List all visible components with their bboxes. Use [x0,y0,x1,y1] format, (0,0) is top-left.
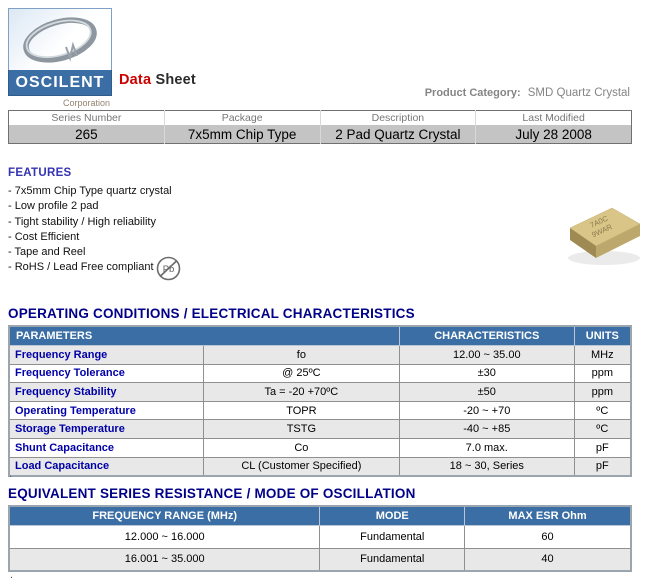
crystal-chip-image: 7A0C 9WAR [556,198,644,275]
esr-table: FREQUENCY RANGE (MHz) MODE MAX ESR Ohm 1… [8,505,632,572]
logo-wordmark: OSCILENT [8,70,112,96]
param-condition: TOPR [202,400,400,421]
feature-item: - RoHS / Lead Free compliant [8,261,154,274]
summary-value-row: 265 7x5mm Chip Type 2 Pad Quartz Crystal… [8,125,632,144]
company-logo: OSCILENT Corporation [8,8,112,108]
electrical-row: Frequency Stability Ta = -20 +70ºC ±50 p… [8,382,632,402]
param-label: Frequency Range [8,345,204,365]
electrical-row: Load Capacitance CL (Customer Specified)… [8,456,632,477]
electrical-header-characteristics: CHARACTERISTICS [398,325,575,346]
summary-value-last-modified: July 28 2008 [475,125,632,144]
param-label: Shunt Capacitance [8,437,204,458]
electrical-row: Shunt Capacitance Co 7.0 max. pF [8,437,632,458]
esr-header-mode: MODE [319,505,466,526]
electrical-table: PARAMETERS CHARACTERISTICS UNITS Frequen… [8,325,632,478]
summary-table: Series Number Package Description Last M… [8,110,632,144]
param-value: 12.00 ~ 35.00 [398,345,575,365]
param-value: 7.0 max. [398,437,575,458]
summary-header-last-modified: Last Modified [522,112,585,124]
esr-header-max-esr: MAX ESR Ohm [464,505,632,526]
summary-value-package: 7x5mm Chip Type [164,125,321,144]
features-section: FEATURES - 7x5mm Chip Type quartz crysta… [8,167,181,281]
lead-free-pb-icon: Pb [155,255,182,287]
param-unit: MHz [573,345,632,365]
electrical-row: Storage Temperature TSTG -40 ~ +85 ºC [8,419,632,439]
param-value: -40 ~ +85 [398,419,575,439]
features-list: - 7x5mm Chip Type quartz crystal - Low p… [8,185,172,277]
param-value: ±30 [398,363,575,384]
param-label: Storage Temperature [8,419,204,439]
esr-frequency-range: 12.000 ~ 16.000 [8,525,321,549]
feature-item: - Low profile 2 pad [8,200,99,213]
esr-section-heading: EQUIVALENT SERIES RESISTANCE / MODE OF O… [8,486,416,501]
param-condition: @ 25ºC [202,363,400,384]
param-condition: Co [202,437,400,458]
stray-period: . [9,468,13,480]
logo-swirl-icon [8,8,112,70]
summary-header-series-number: Series Number [8,110,165,125]
param-condition: fo [202,345,400,365]
esr-header-row: FREQUENCY RANGE (MHz) MODE MAX ESR Ohm [8,505,632,526]
param-value: 18 ~ 30, Series [398,456,575,477]
electrical-row: Operating Temperature TOPR -20 ~ +70 ºC [8,400,632,421]
product-category-label: Product Category: [424,87,521,99]
esr-header-frequency-range: FREQUENCY RANGE (MHz) [8,505,321,526]
electrical-row: Frequency Tolerance @ 25ºC ±30 ppm [8,363,632,384]
param-label: Frequency Tolerance [8,363,204,384]
feature-item: - Tight stability / High reliability [8,215,156,228]
param-label: Load Capacitance [8,456,204,477]
param-label: Operating Temperature [8,400,204,421]
logo-corporation: Corporation [62,98,110,108]
esr-max-value: 40 [464,547,632,572]
esr-mode: Fundamental [319,525,466,549]
product-category-value: SMD Quartz Crystal [527,87,630,99]
title-word-data: Data [119,72,152,88]
param-label: Frequency Stability [8,382,204,402]
electrical-header-row: PARAMETERS CHARACTERISTICS UNITS [8,325,632,346]
summary-value-description: 2 Pad Quartz Crystal [320,125,477,144]
param-condition: CL (Customer Specified) [202,456,400,477]
esr-row: 12.000 ~ 16.000 Fundamental 60 [8,525,632,549]
esr-row: 16.001 ~ 35.000 Fundamental 40 [8,547,632,572]
page-title: Data Sheet [119,72,196,88]
feature-item: - 7x5mm Chip Type quartz crystal [8,185,172,197]
summary-value-series-number: 265 [8,125,165,144]
param-value: ±50 [398,382,575,402]
param-condition: TSTG [202,419,400,439]
features-heading: FEATURES [8,167,72,179]
param-value: -20 ~ +70 [398,400,575,421]
stray-period: . [10,569,14,581]
electrical-row: Frequency Range fo 12.00 ~ 35.00 MHz [8,345,632,365]
esr-frequency-range: 16.001 ~ 35.000 [8,547,321,572]
param-unit: ppm [573,363,632,384]
param-unit: ppm [573,382,632,402]
feature-item: - Tape and Reel [8,246,86,259]
logo-swirl-svg [23,16,97,63]
electrical-header-parameters: PARAMETERS [8,325,400,346]
summary-header-package: Package [164,110,321,125]
esr-max-value: 60 [464,525,632,549]
feature-item: - Cost Efficient [8,230,80,243]
param-unit: pF [573,437,632,458]
product-category: Product Category: SMD Quartz Crystal [425,87,630,99]
summary-header-row: Series Number Package Description Last M… [8,110,632,125]
param-unit: ºC [573,419,632,439]
param-unit: ºC [573,400,632,421]
param-unit: pF [573,456,632,477]
summary-header-description: Description [320,110,477,125]
title-word-sheet: Sheet [155,72,196,88]
electrical-section-heading: OPERATING CONDITIONS / ELECTRICAL CHARAC… [8,306,415,321]
esr-mode: Fundamental [319,547,466,572]
param-condition: Ta = -20 +70ºC [202,382,400,402]
electrical-header-units: UNITS [573,325,632,346]
